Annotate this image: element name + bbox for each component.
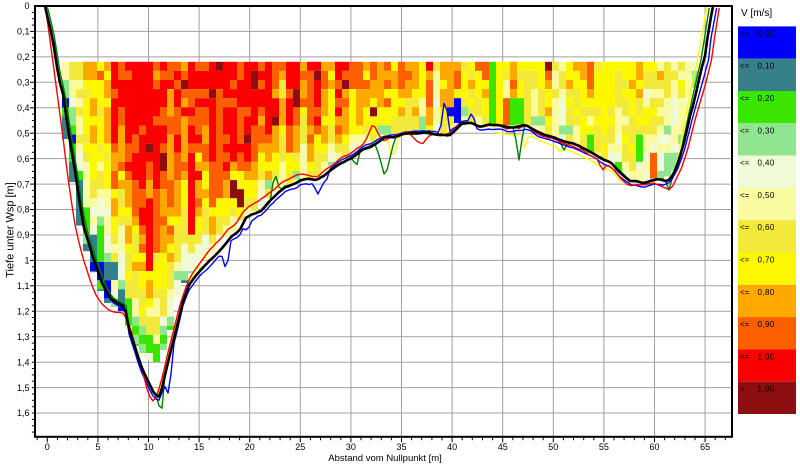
svg-text:>: > <box>740 385 745 394</box>
svg-text:30: 30 <box>346 442 356 452</box>
svg-text:0,4: 0,4 <box>17 103 30 113</box>
svg-text:Tiefe unter Wsp [m]: Tiefe unter Wsp [m] <box>5 182 17 278</box>
svg-text:0,5: 0,5 <box>17 128 30 138</box>
svg-text:<=: <= <box>740 352 750 361</box>
svg-text:0: 0 <box>24 1 29 11</box>
svg-text:1,1: 1,1 <box>17 281 30 291</box>
svg-text:<=: <= <box>740 191 750 200</box>
svg-text:1,4: 1,4 <box>17 357 30 367</box>
svg-text:40: 40 <box>447 442 457 452</box>
svg-text:35: 35 <box>396 442 406 452</box>
svg-text:1,00: 1,00 <box>758 385 775 394</box>
svg-text:<=: <= <box>740 159 750 168</box>
svg-text:0,6: 0,6 <box>17 154 30 164</box>
svg-text:<=: <= <box>740 223 750 232</box>
svg-text:0,7: 0,7 <box>17 179 30 189</box>
svg-text:1,2: 1,2 <box>17 307 30 317</box>
svg-text:45: 45 <box>498 442 508 452</box>
svg-text:15: 15 <box>194 442 204 452</box>
svg-text:<=: <= <box>740 29 750 38</box>
svg-text:5: 5 <box>95 442 100 452</box>
svg-text:60: 60 <box>649 442 659 452</box>
svg-text:0,40: 0,40 <box>758 159 775 168</box>
svg-text:55: 55 <box>599 442 609 452</box>
svg-text:0,00: 0,00 <box>758 29 775 38</box>
svg-text:25: 25 <box>295 442 305 452</box>
svg-text:65: 65 <box>700 442 710 452</box>
svg-text:<=: <= <box>740 288 750 297</box>
svg-text:0,30: 0,30 <box>758 126 775 135</box>
svg-text:<=: <= <box>740 62 750 71</box>
svg-text:<=: <= <box>740 256 750 265</box>
svg-text:0: 0 <box>45 442 50 452</box>
svg-text:1: 1 <box>24 256 29 266</box>
svg-text:0,9: 0,9 <box>17 230 30 240</box>
svg-text:20: 20 <box>245 442 255 452</box>
svg-text:50: 50 <box>548 442 558 452</box>
svg-text:1,5: 1,5 <box>17 383 30 393</box>
svg-text:0,90: 0,90 <box>758 320 775 329</box>
svg-text:0,3: 0,3 <box>17 78 30 88</box>
svg-text:1,3: 1,3 <box>17 332 30 342</box>
svg-text:0,1: 0,1 <box>17 27 30 37</box>
svg-text:0,50: 0,50 <box>758 191 775 200</box>
svg-text:0,70: 0,70 <box>758 256 775 265</box>
svg-text:1,6: 1,6 <box>17 408 30 418</box>
svg-text:<=: <= <box>740 320 750 329</box>
svg-text:<=: <= <box>740 94 750 103</box>
svg-text:0,60: 0,60 <box>758 223 775 232</box>
svg-text:Abstand vom Nullpunkt [m]: Abstand vom Nullpunkt [m] <box>328 453 442 464</box>
svg-text:0,8: 0,8 <box>17 205 30 215</box>
svg-text:0,10: 0,10 <box>758 62 775 71</box>
svg-text:V [m/s]: V [m/s] <box>741 8 772 19</box>
svg-text:<=: <= <box>740 126 750 135</box>
svg-text:10: 10 <box>143 442 153 452</box>
svg-text:0,20: 0,20 <box>758 94 775 103</box>
svg-text:1,00: 1,00 <box>758 352 775 361</box>
svg-text:0,80: 0,80 <box>758 288 775 297</box>
svg-text:0,2: 0,2 <box>17 52 30 62</box>
